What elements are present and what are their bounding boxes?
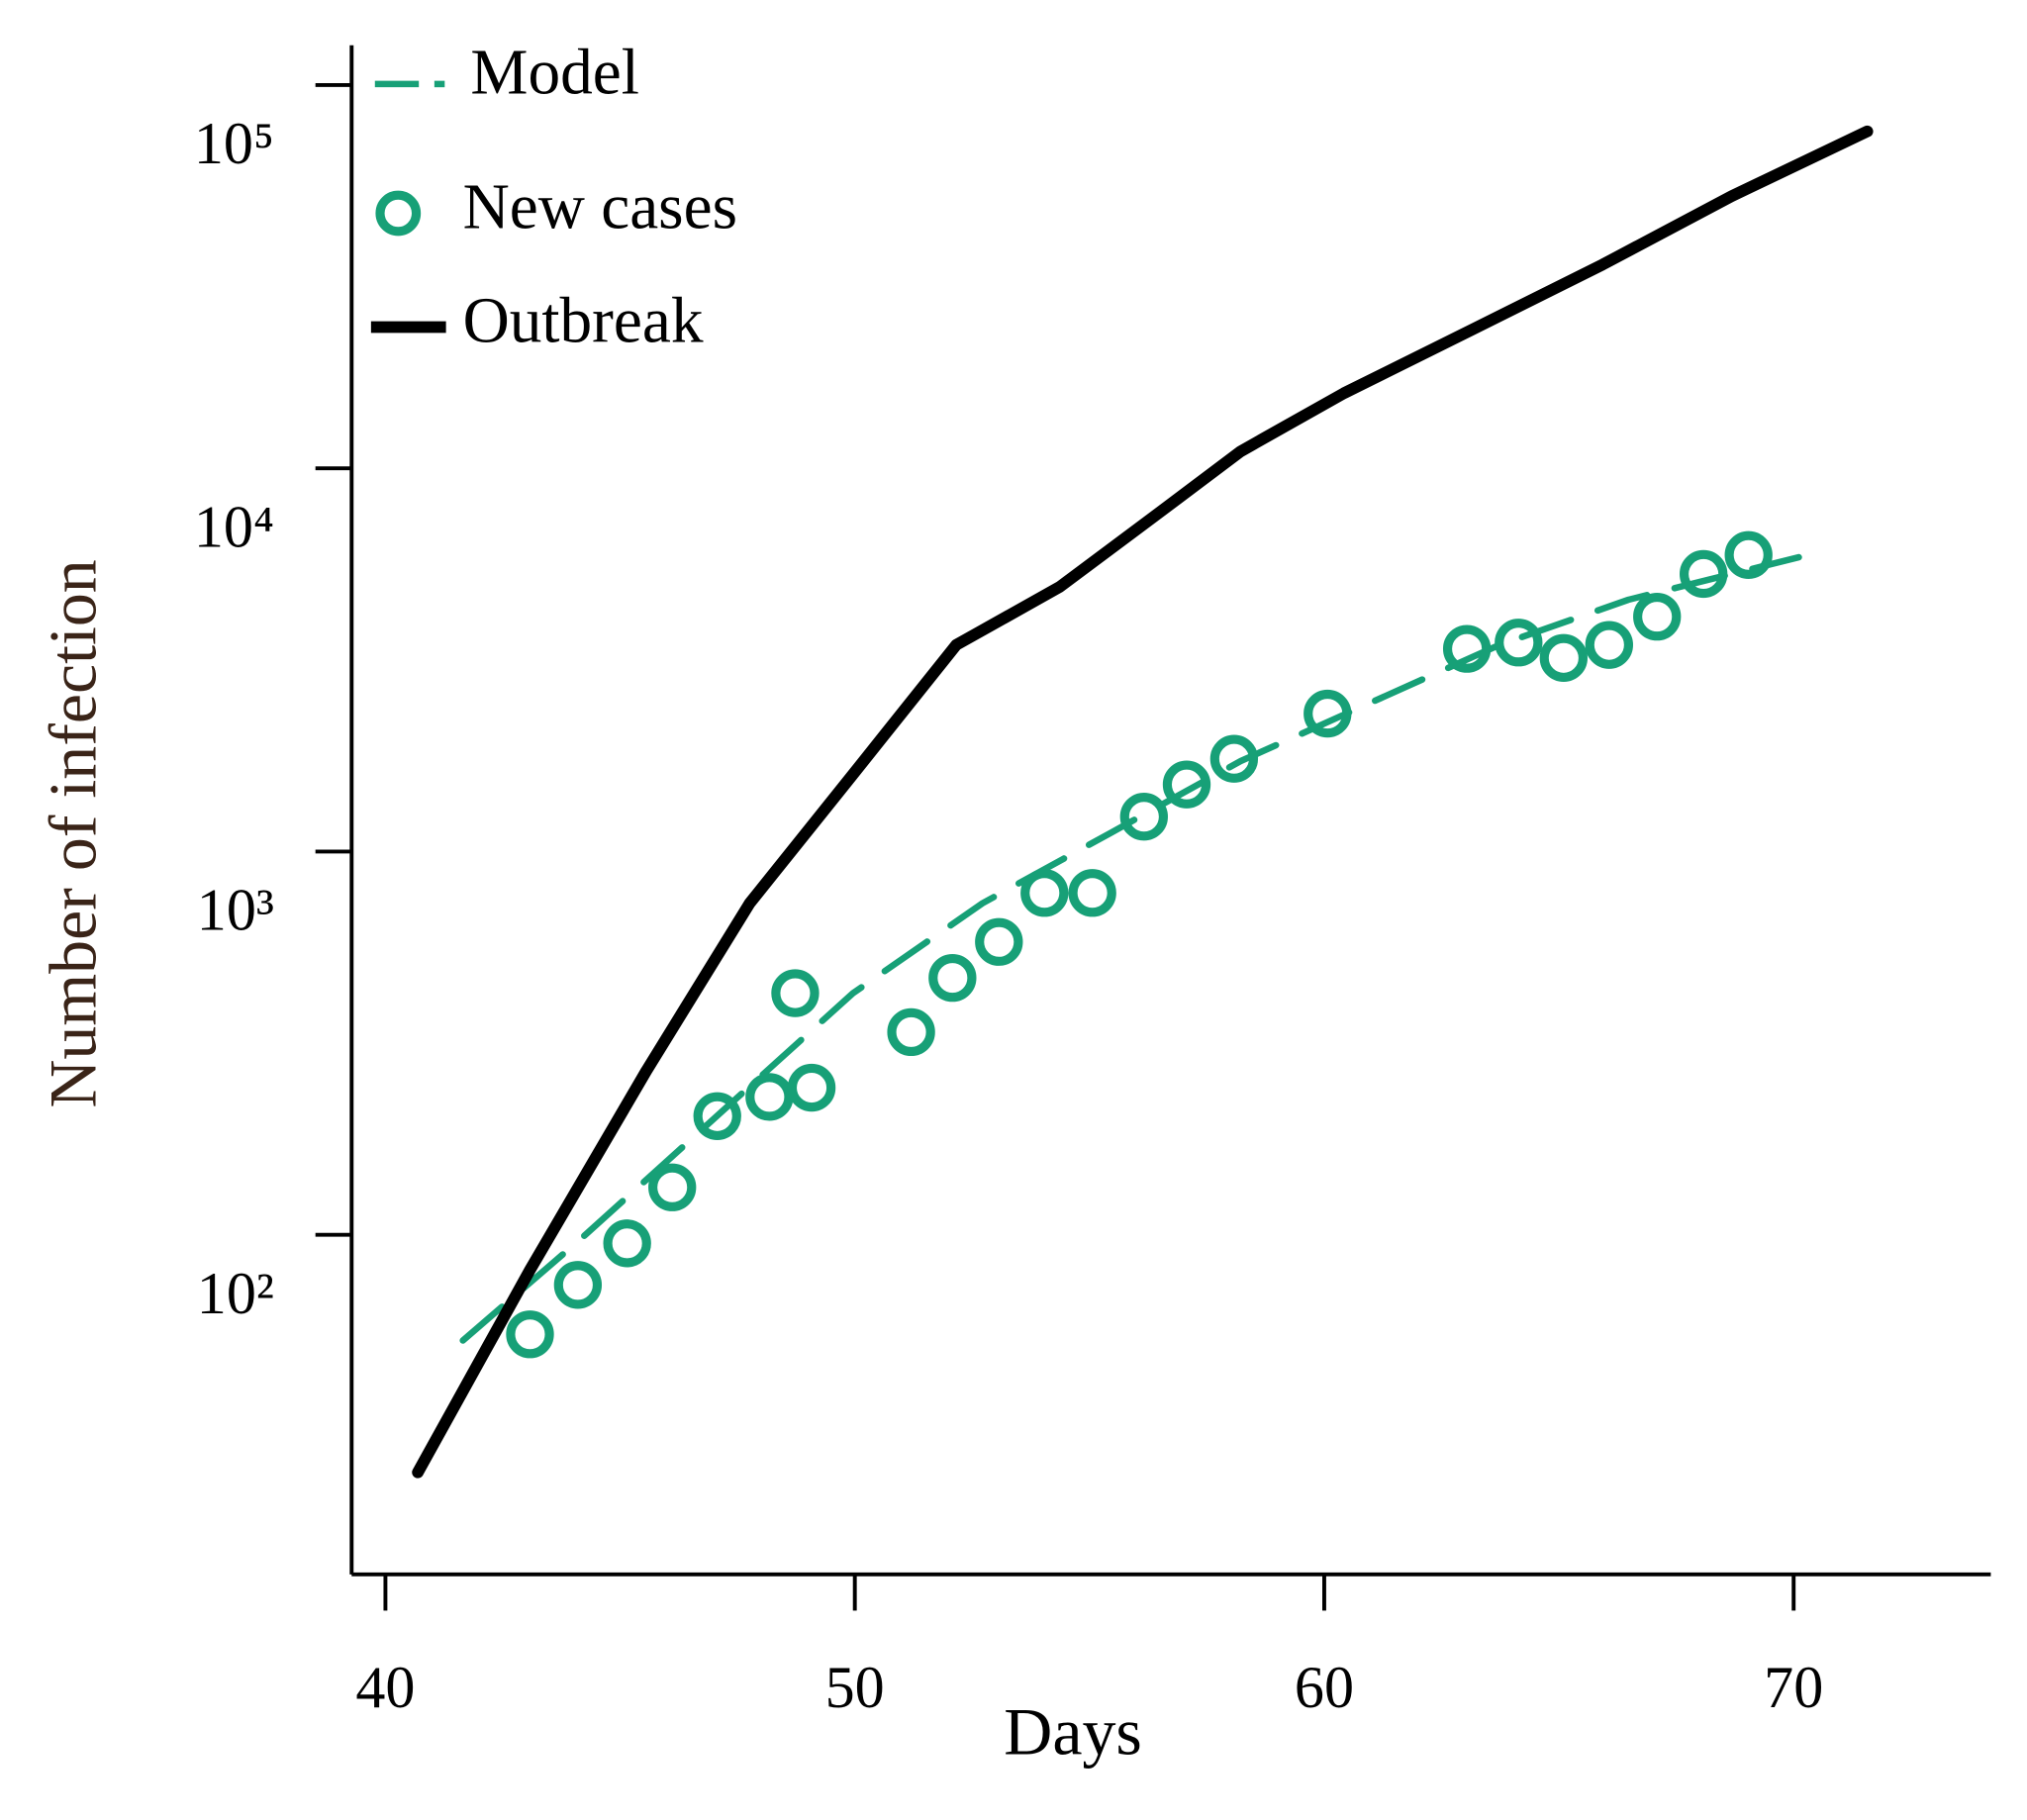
data-point [1303, 689, 1352, 738]
series-line [412, 125, 1874, 1479]
data-point [1068, 869, 1116, 917]
data-point [771, 969, 820, 1017]
x-tick-label: 70 [1764, 1654, 1823, 1720]
data-point [1724, 530, 1773, 579]
data-point [506, 1310, 554, 1359]
data-point [928, 953, 977, 1003]
data-point [1585, 621, 1634, 669]
data-point [1162, 760, 1211, 809]
data-point [975, 917, 1023, 966]
data-point [1209, 734, 1259, 783]
y-axis-label: Number of infection [36, 559, 111, 1107]
data-point [1539, 633, 1588, 682]
y-tick-label: 10² [197, 1260, 274, 1326]
legend-label: Outbreak [463, 285, 704, 356]
legend-label: New cases [463, 171, 737, 242]
data-point [648, 1163, 697, 1211]
x-tick-label: 50 [825, 1654, 885, 1720]
data-point [553, 1261, 603, 1309]
x-axis-label: Days [1004, 1693, 1142, 1769]
data-point [745, 1073, 794, 1121]
series-line [459, 553, 1802, 1344]
legend-label: Model [470, 38, 638, 109]
data-point [603, 1219, 651, 1268]
data-point [1680, 549, 1728, 599]
data-point [1119, 793, 1169, 841]
y-tick-label: 10⁵ [194, 110, 274, 176]
data-point [693, 1092, 741, 1140]
data-point [1020, 869, 1069, 917]
y-tick-label: 10⁴ [194, 493, 274, 559]
y-tick-label: 10³ [197, 877, 274, 943]
x-tick-label: 40 [355, 1654, 415, 1720]
x-tick-label: 60 [1295, 1654, 1354, 1720]
legend-symbol [375, 190, 422, 237]
data-point [1495, 619, 1543, 667]
data-point [887, 1007, 935, 1057]
data-point [1442, 624, 1492, 673]
data-point [1633, 592, 1682, 641]
data-point [787, 1063, 836, 1112]
